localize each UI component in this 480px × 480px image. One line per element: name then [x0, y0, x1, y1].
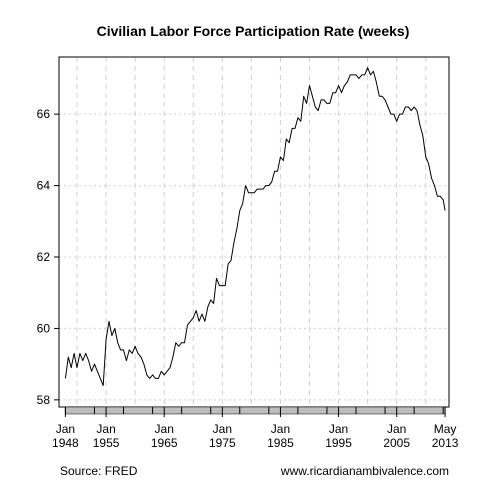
- chart-grid: [59, 57, 449, 407]
- chart-title: Civilian Labor Force Participation Rate …: [97, 23, 410, 39]
- y-tick-label: 58: [37, 393, 51, 407]
- x-tick-label-month: Jan: [56, 422, 75, 436]
- source-label: Source: FRED: [60, 464, 138, 478]
- x-tick-label-year: 1985: [267, 436, 294, 450]
- x-axis-band: [65, 406, 446, 415]
- x-tick-label-year: 2013: [432, 436, 459, 450]
- plot-area-frame: [58, 56, 450, 408]
- x-tick-label-year: 1975: [209, 436, 236, 450]
- website-label: www.ricardianambivalence.com: [280, 464, 449, 478]
- y-tick-label: 60: [37, 321, 51, 335]
- y-tick-label: 62: [37, 250, 51, 264]
- x-tick-label-month: Jan: [155, 422, 174, 436]
- x-tick-label-year: 2005: [383, 436, 410, 450]
- x-axis: Jan1948Jan1955Jan1965Jan1975Jan1985Jan19…: [52, 406, 459, 450]
- x-tick-label-month: May: [434, 422, 457, 436]
- x-tick-label-month: Jan: [329, 422, 348, 436]
- participation-rate-series-line: [64, 67, 446, 387]
- x-tick-label-month: Jan: [387, 422, 406, 436]
- x-tick-label-year: 1955: [93, 436, 120, 450]
- y-axis: 58 60 62 64 66: [37, 107, 59, 407]
- y-tick-label: 66: [37, 107, 51, 121]
- y-tick-label: 64: [37, 179, 51, 193]
- x-tick-label-month: Jan: [96, 422, 115, 436]
- x-tick-label-month: Jan: [271, 422, 290, 436]
- x-tick-label-year: 1965: [151, 436, 178, 450]
- x-tick-label-year: 1948: [52, 436, 79, 450]
- x-tick-label-year: 1995: [325, 436, 352, 450]
- x-tick-label-month: Jan: [213, 422, 232, 436]
